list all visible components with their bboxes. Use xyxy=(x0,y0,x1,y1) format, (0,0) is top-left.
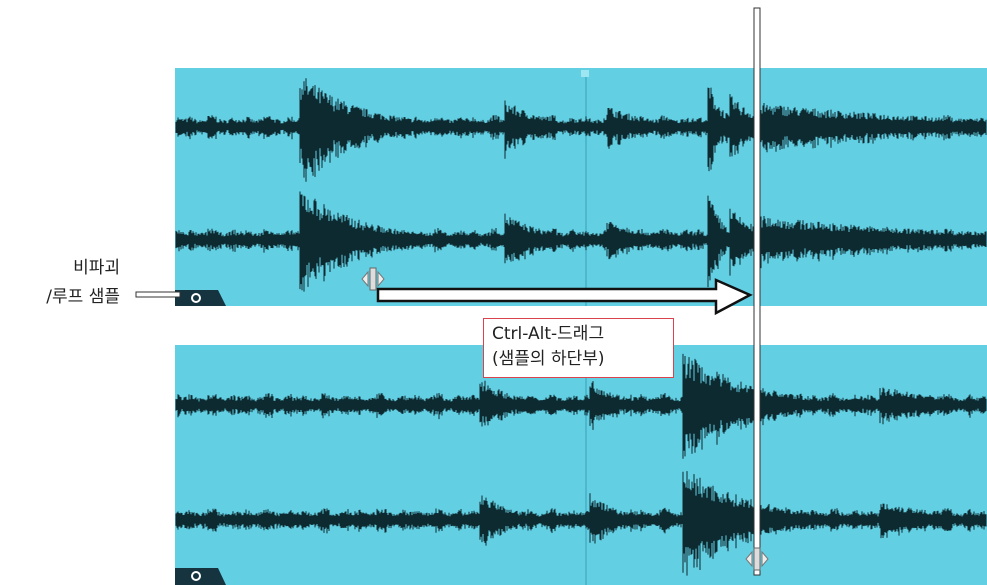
label-connector xyxy=(136,292,180,297)
callout-box: Ctrl-Alt-드래그 (샘플의 하단부) xyxy=(483,318,674,378)
playhead-line xyxy=(754,8,760,575)
label-text: /루프 샘플 xyxy=(20,283,120,312)
clip-marker xyxy=(581,70,589,77)
label-text: 비파괴 xyxy=(20,254,120,283)
loop-sample-clip[interactable] xyxy=(175,68,987,306)
callout-text: Ctrl-Alt-드래그 xyxy=(492,322,673,347)
editor-view xyxy=(0,0,987,585)
sample-clip[interactable] xyxy=(175,345,987,585)
page: 비파괴 /루프 샘플 Ctrl-Alt-드래그 (샘플의 하단부) (() =>… xyxy=(0,0,987,585)
clip-label: 비파괴 /루프 샘플 xyxy=(20,254,120,312)
callout-text: (샘플의 하단부) xyxy=(492,347,673,372)
